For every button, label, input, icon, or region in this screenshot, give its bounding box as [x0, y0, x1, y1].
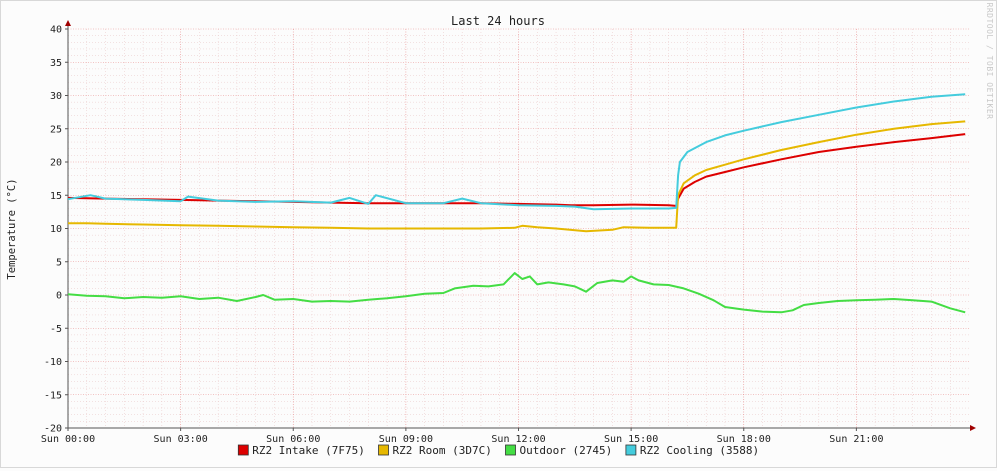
y-tick-label: 40 [50, 25, 62, 36]
x-tick-label: Sun 03:00 [154, 434, 208, 445]
y-tick-label: -10 [44, 357, 62, 368]
x-tick-label: Sun 15:00 [604, 434, 658, 445]
y-tick-label: 20 [50, 158, 62, 169]
y-tick-label: -15 [44, 390, 62, 401]
x-tick-label: Sun 06:00 [266, 434, 320, 445]
series-line-2 [67, 272, 966, 314]
legend-item: RZ2 Cooling (3588) [625, 444, 759, 457]
legend-swatch [505, 444, 516, 456]
x-axis-arrow [970, 425, 976, 431]
series-line-3 [67, 93, 966, 211]
x-tick-label: Sun 00:00 [41, 434, 95, 445]
y-tick-label: 35 [50, 58, 62, 69]
y-tick-label: 0 [56, 291, 62, 302]
series-line-1 [68, 120, 966, 233]
x-tick-label: Sun 18:00 [717, 434, 771, 445]
y-tick-label: -5 [50, 324, 62, 335]
legend: RZ2 Intake (7F75) RZ2 Room (3D7C) Outdoor … [237, 444, 759, 457]
legend-label: RZ2 Room (3D7C) [393, 444, 492, 457]
legend-label: RZ2 Intake (7F75) [252, 444, 365, 457]
x-tick-label: Sun 21:00 [829, 434, 883, 445]
y-tick-label: 30 [50, 91, 62, 102]
y-tick-label: 5 [56, 257, 62, 268]
legend-swatch [237, 444, 249, 456]
grid [67, 28, 969, 429]
y-tick-label: -20 [44, 424, 62, 435]
y-tick-label: 25 [50, 124, 62, 135]
axes [65, 20, 976, 431]
legend-swatch [378, 444, 389, 456]
y-tick-label: 10 [50, 224, 62, 235]
y-axis-arrow [65, 20, 71, 26]
x-tick-label: Sun 09:00 [379, 434, 433, 445]
legend-label: Outdoor (2745) [520, 444, 613, 457]
y-tick-label: 15 [50, 191, 62, 202]
x-tick-label: Sun 12:00 [491, 434, 545, 445]
y-axis-label: Temperature (°C) [6, 178, 18, 279]
rrdtool-watermark: RRDTOOL / TOBI OETIKER [985, 3, 994, 120]
series-lines [67, 93, 966, 314]
legend-label: RZ2 Cooling (3588) [640, 444, 759, 457]
legend-item: RZ2 Room (3D7C) [378, 444, 492, 457]
legend-item: Outdoor (2745) [505, 444, 613, 457]
legend-swatch [625, 444, 637, 456]
chart-title: Last 24 hours [451, 14, 545, 28]
legend-item: RZ2 Intake (7F75) [237, 444, 365, 457]
